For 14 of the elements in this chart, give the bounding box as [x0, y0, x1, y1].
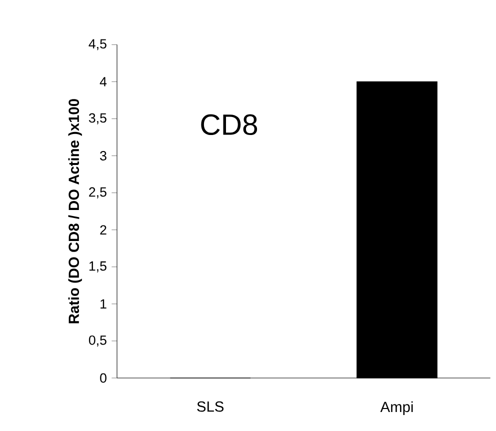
y-tick-label: 0,5 [88, 335, 106, 346]
y-tick-label: 1 [100, 299, 106, 308]
x-tick-label: Ampi [380, 401, 413, 416]
y-tick-label: 4 [100, 77, 107, 86]
y-tick-label: 2,5 [89, 187, 106, 198]
x-tick-label: SLS [197, 401, 224, 412]
y-tick-label: 3,5 [88, 113, 106, 124]
y-tick-label: 3 [100, 151, 106, 160]
annotation: CD8 [201, 114, 258, 136]
y-tick-label: 1,5 [89, 261, 106, 272]
y-axis-title: Ratio (DO CD8 / DO Actine )x100 [68, 99, 82, 324]
y-tick-label: 4,5 [88, 39, 106, 50]
y-tick-label: 2 [100, 225, 106, 234]
y-tick-label: 0 [100, 373, 106, 383]
